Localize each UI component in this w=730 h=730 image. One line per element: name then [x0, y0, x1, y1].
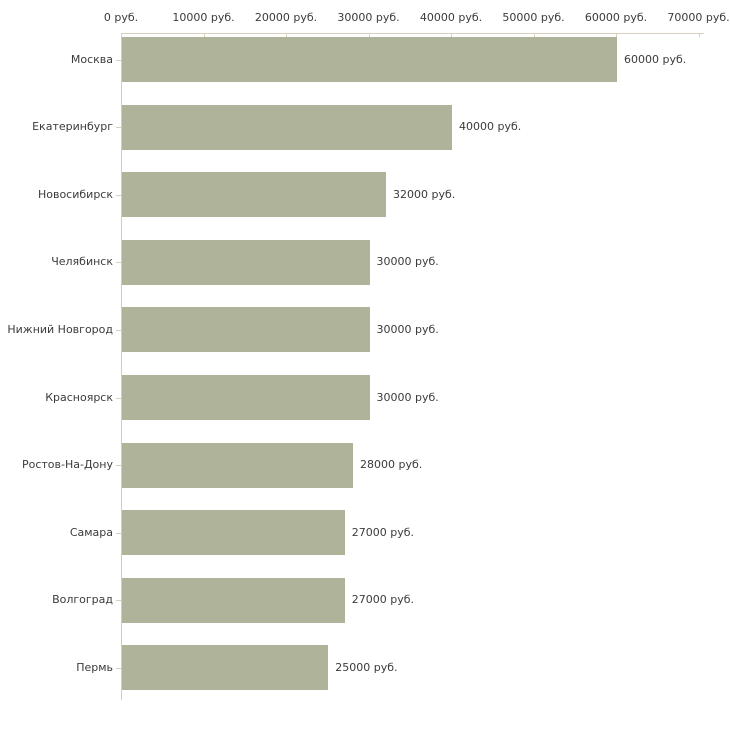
x-axis-tick: [451, 33, 452, 37]
bar: [122, 442, 353, 488]
bar: [122, 375, 370, 420]
category-label: Волгоград: [52, 593, 113, 607]
x-axis-tick-label: 50000 руб.: [502, 11, 565, 24]
x-axis-tick-label: 20000 руб.: [254, 11, 318, 24]
category-tick: [116, 667, 121, 669]
bar-value-label: 27000 руб.: [351, 593, 415, 607]
bar-value-label: 28000 руб.: [360, 458, 423, 472]
category-tick: [116, 262, 121, 264]
bar: [122, 104, 452, 150]
category-label: Пермь: [76, 660, 113, 674]
x-axis-tick: [616, 33, 617, 37]
category-label: Новосибирск: [37, 187, 113, 201]
bar-value-label: 60000 руб.: [624, 52, 687, 66]
bar-value-label: 27000 руб.: [351, 525, 415, 539]
x-axis-tick-label: 70000 руб.: [667, 11, 730, 24]
bar-value-label: 30000 руб.: [376, 390, 439, 404]
bar: [122, 37, 617, 82]
category-tick: [116, 600, 121, 602]
x-axis-tick: [286, 33, 287, 37]
x-axis-tick: [698, 33, 700, 37]
y-axis-line: [121, 33, 122, 700]
category-label: Самара: [69, 525, 113, 539]
x-axis-tick-label: 10000 руб.: [172, 11, 235, 24]
x-axis-tick-label: 60000 руб.: [584, 11, 648, 24]
category-tick: [116, 397, 121, 399]
category-tick: [116, 194, 121, 196]
bar: [122, 239, 370, 285]
bar: [122, 172, 386, 218]
category-label: Челябинск: [51, 255, 113, 269]
category-tick: [116, 329, 121, 331]
bar-value-label: 40000 руб.: [459, 120, 522, 134]
category-label: Екатеринбург: [32, 120, 113, 134]
category-tick: [116, 532, 121, 534]
bar-value-label: 30000 руб.: [376, 255, 439, 269]
x-axis-tick: [368, 33, 370, 37]
bar: [122, 645, 329, 691]
category-label: Красноярск: [45, 390, 113, 404]
x-axis-tick: [533, 33, 535, 37]
x-axis-tick-label: 40000 руб.: [419, 11, 483, 24]
category-label: Ростов-На-Дону: [21, 458, 113, 472]
x-axis-line: [121, 33, 704, 34]
x-axis-tick: [203, 33, 205, 37]
category-tick: [116, 465, 121, 467]
x-axis-tick-label: 30000 руб.: [337, 11, 400, 24]
bar: [122, 577, 345, 623]
bar-value-label: 25000 руб.: [335, 660, 398, 674]
category-tick: [116, 127, 121, 129]
category-label: Нижний Новгород: [7, 322, 113, 336]
bar: [122, 510, 345, 556]
category-tick: [116, 59, 121, 61]
bar-value-label: 30000 руб.: [376, 322, 439, 336]
x-axis-tick-label: 0 руб.: [103, 11, 139, 24]
bar-value-label: 32000 руб.: [393, 187, 456, 201]
category-label: Москва: [70, 52, 113, 66]
bar: [122, 307, 370, 353]
x-axis-tick: [121, 33, 122, 37]
